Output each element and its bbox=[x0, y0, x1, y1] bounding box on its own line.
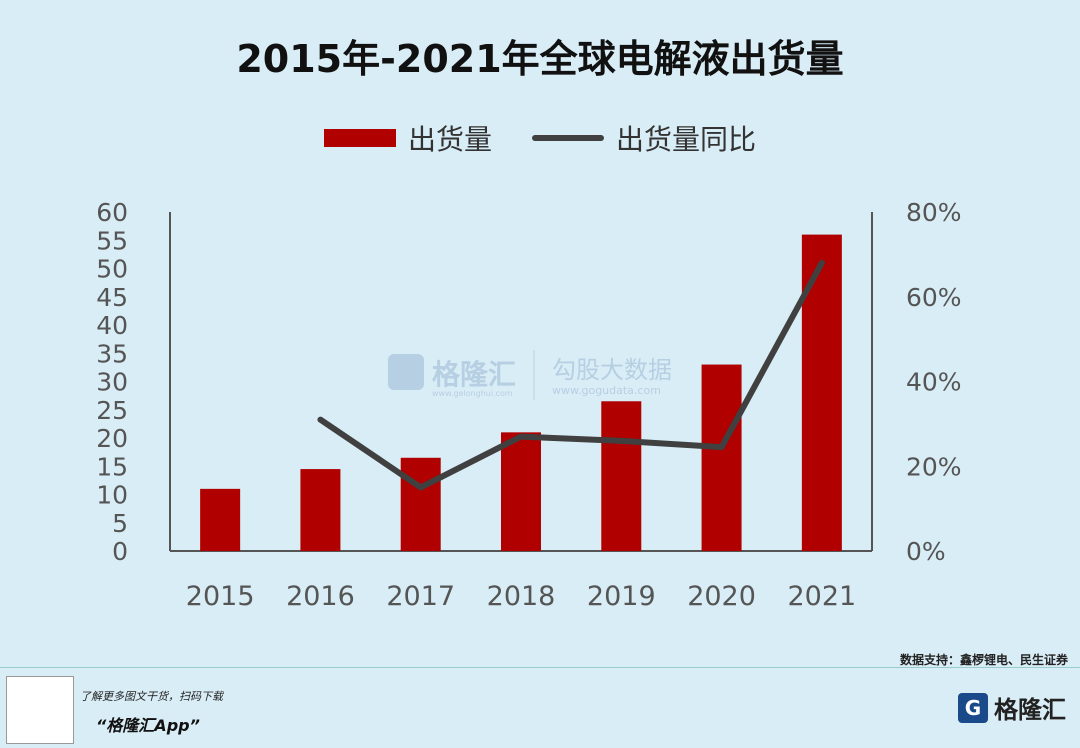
y-left-tick-label: 10 bbox=[96, 481, 128, 510]
x-tick-label: 2018 bbox=[487, 581, 556, 612]
y-left-tick-label: 25 bbox=[96, 396, 128, 425]
y-left-tick-label: 15 bbox=[96, 452, 128, 481]
legend-item-bar: 出货量 bbox=[323, 118, 492, 158]
y-right-tick-label: 80% bbox=[906, 198, 962, 227]
y-left-tick-label: 45 bbox=[96, 283, 128, 312]
y-right-tick-label: 60% bbox=[906, 283, 962, 312]
bar-2019 bbox=[601, 401, 642, 551]
y-right-tick-label: 20% bbox=[906, 452, 962, 481]
watermark-brand-url: www.gelonghui.com bbox=[432, 389, 513, 398]
x-tick-label: 2020 bbox=[687, 581, 756, 612]
y-left-tick-label: 5 bbox=[112, 509, 128, 538]
watermark-data-url: www.gogudata.com bbox=[552, 384, 661, 397]
bar-2015 bbox=[200, 488, 241, 551]
line-yoy-growth bbox=[317, 259, 825, 491]
y-left-tick-label: 55 bbox=[96, 226, 128, 255]
bar-2016 bbox=[300, 469, 341, 551]
y-right-tick-label: 40% bbox=[906, 368, 962, 397]
y-left-tick-label: 30 bbox=[96, 368, 128, 397]
y-left-tick-label: 35 bbox=[96, 339, 128, 368]
y-left-tick-label: 20 bbox=[96, 424, 128, 453]
footer-logo: G 格隆汇 bbox=[958, 690, 1066, 725]
y-right-tick-label: 0% bbox=[906, 537, 946, 566]
watermark-logo-icon bbox=[388, 354, 424, 390]
bar-2017 bbox=[400, 457, 441, 551]
legend-swatch-line bbox=[532, 135, 604, 141]
bar-2018 bbox=[501, 432, 541, 551]
footer-promo: 了解更多图文干货，扫码下载 bbox=[80, 690, 223, 703]
bar-2020 bbox=[701, 364, 742, 551]
footer-divider bbox=[0, 667, 1080, 668]
source-note: 数据支持：鑫椤锂电、民生证券 bbox=[899, 653, 1068, 667]
y-left-tick-label: 40 bbox=[96, 311, 128, 340]
chart-title: 2015年-2021年全球电解液出货量 bbox=[236, 37, 844, 81]
y-left-tick-label: 60 bbox=[96, 198, 128, 227]
legend: 出货量 出货量同比 bbox=[0, 118, 1080, 158]
x-tick-label: 2016 bbox=[286, 581, 355, 612]
bar-2021 bbox=[801, 234, 842, 551]
watermark-data-brand: 勾股大数据 bbox=[552, 356, 672, 384]
footer-app-name: “格隆汇App” bbox=[96, 716, 200, 735]
qr-code-icon bbox=[6, 676, 74, 744]
y-left-tick-label: 50 bbox=[96, 255, 128, 284]
legend-swatch-bar bbox=[323, 129, 396, 147]
x-tick-label: 2017 bbox=[386, 581, 455, 612]
legend-item-line: 出货量同比 bbox=[532, 118, 756, 158]
footer-logo-text: 格隆汇 bbox=[994, 696, 1066, 724]
logo-icon: G bbox=[958, 692, 988, 723]
x-tick-label: 2019 bbox=[587, 581, 656, 612]
watermark-brand: 格隆汇 bbox=[432, 358, 516, 391]
x-tick-label: 2015 bbox=[186, 581, 255, 612]
y-left-tick-label: 0 bbox=[112, 537, 128, 566]
x-tick-label: 2021 bbox=[787, 581, 856, 612]
legend-label-bar: 出货量 bbox=[407, 123, 492, 156]
legend-label-line: 出货量同比 bbox=[616, 123, 757, 156]
